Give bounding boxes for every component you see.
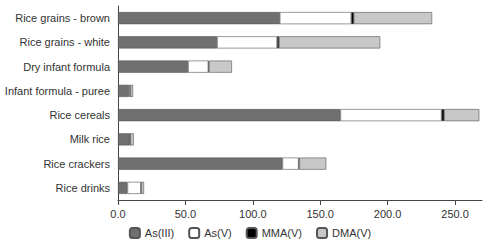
- svg-text:Dry infant formula: Dry infant formula: [23, 61, 111, 73]
- svg-text:200.0: 200.0: [374, 208, 402, 220]
- svg-text:As(V): As(V): [204, 227, 232, 239]
- svg-text:Rice drinks: Rice drinks: [56, 182, 111, 194]
- svg-text:150.0: 150.0: [306, 208, 334, 220]
- svg-text:Rice cereals: Rice cereals: [49, 109, 110, 121]
- svg-text:Milk rice: Milk rice: [70, 133, 110, 145]
- svg-text:Rice crackers: Rice crackers: [43, 158, 110, 170]
- svg-text:250.0: 250.0: [441, 208, 469, 220]
- svg-text:As(III): As(III): [145, 227, 174, 239]
- svg-text:MMA(V): MMA(V): [262, 227, 302, 239]
- svg-text:Rice grains - white: Rice grains - white: [20, 36, 110, 48]
- svg-text:100.0: 100.0: [239, 208, 267, 220]
- svg-text:50.0: 50.0: [175, 208, 196, 220]
- svg-text:Rice grains - brown: Rice grains - brown: [15, 12, 110, 24]
- svg-text:DMA(V): DMA(V): [332, 227, 371, 239]
- svg-text:Infant formula - puree: Infant formula - puree: [5, 85, 110, 97]
- svg-text:0.0: 0.0: [110, 208, 125, 220]
